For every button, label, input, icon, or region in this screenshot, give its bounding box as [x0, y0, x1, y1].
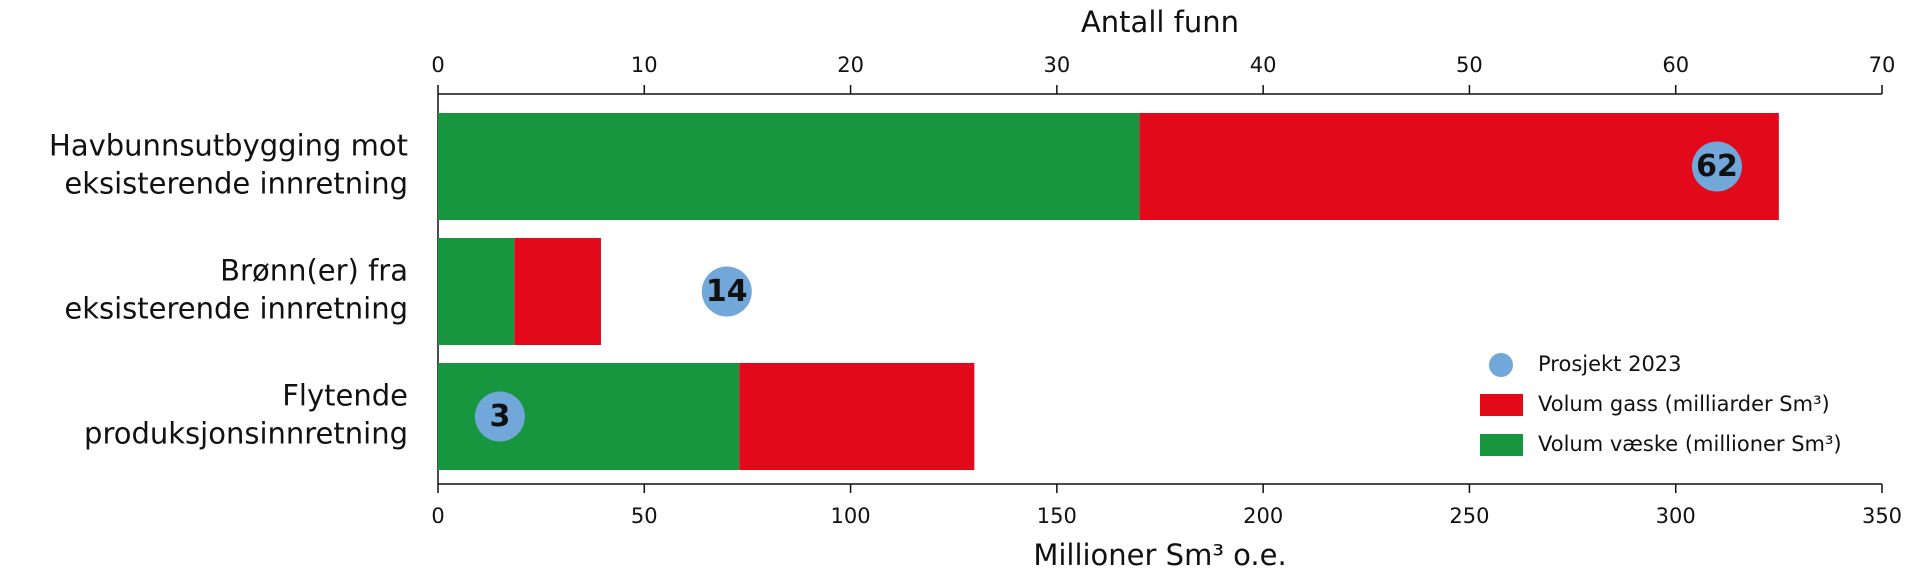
- legend-label: Volum væske (millioner Sm³): [1538, 432, 1842, 456]
- x2-tick-label: 0: [431, 53, 444, 77]
- x2-tick-label: 60: [1662, 53, 1689, 77]
- x-tick-label: 150: [1037, 504, 1077, 528]
- x2-tick-label: 70: [1869, 53, 1896, 77]
- count-marker: [1691, 141, 1742, 192]
- legend-marker: [1489, 353, 1513, 377]
- x-axis-title: Millioner Sm³ o.e.: [1033, 538, 1286, 572]
- x-tick-label: 50: [631, 504, 658, 528]
- count-label: 14: [706, 274, 748, 309]
- legend-swatch: [1480, 434, 1523, 456]
- bar: [438, 238, 515, 345]
- x-tick-label: 100: [831, 504, 871, 528]
- x-tick-label: 0: [431, 504, 444, 528]
- y-tick-label-line: Havbunnsutbygging mot: [49, 129, 408, 163]
- bar: [1139, 113, 1779, 220]
- y-tick-label-line: Brønn(er) fra: [220, 254, 408, 288]
- bar: [514, 238, 601, 345]
- x2-tick-label: 50: [1456, 53, 1483, 77]
- count-marker: [701, 266, 752, 317]
- x2-tick-label: 10: [631, 53, 658, 77]
- x2-axis-title: Antall funn: [1081, 5, 1239, 39]
- count-marker: [474, 391, 525, 442]
- legend-label: Prosjekt 2023: [1538, 352, 1682, 376]
- x-tick-label: 200: [1243, 504, 1283, 528]
- y-tick-label: Brønn(er) fra eksisterende innretning: [64, 254, 408, 326]
- y-tick-label-line: eksisterende innretning: [64, 167, 408, 201]
- x2-tick-label: 30: [1043, 53, 1070, 77]
- count-label: 3: [489, 399, 510, 434]
- legend-label: Volum gass (milliarder Sm³): [1538, 392, 1830, 416]
- y-tick-label-line: eksisterende innretning: [64, 292, 408, 326]
- x2-tick-label: 20: [837, 53, 864, 77]
- x2-tick-label: 40: [1250, 53, 1277, 77]
- x-tick-label: 350: [1862, 504, 1902, 528]
- legend-swatch: [1480, 394, 1523, 416]
- bar: [438, 113, 1140, 220]
- y-tick-label-line: produksjonsinnretning: [84, 417, 408, 451]
- x-tick-label: 250: [1449, 504, 1489, 528]
- y-tick-label-line: Flytende: [282, 379, 408, 413]
- x-tick-label: 300: [1656, 504, 1696, 528]
- bar: [739, 363, 975, 470]
- y-tick-label: Flytende produksjonsinnretning: [84, 379, 408, 451]
- y-tick-label: Havbunnsutbygging mot eksisterende innret…: [49, 129, 408, 201]
- count-label: 62: [1696, 149, 1738, 184]
